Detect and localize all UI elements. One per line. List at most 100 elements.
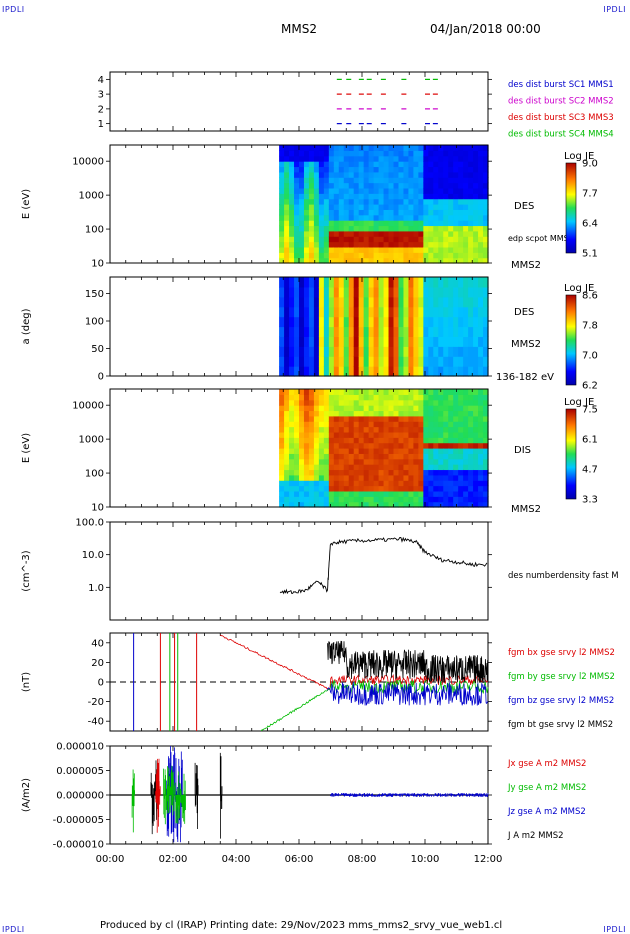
des_pad-cell [463, 346, 469, 357]
dis_spec-cell [373, 415, 380, 422]
des_spec-cell [313, 246, 320, 253]
des_spec-cell [373, 204, 380, 210]
dis_spec-cell [333, 415, 340, 422]
dis_spec-cell [423, 442, 429, 449]
dis_spec-cell [383, 442, 390, 449]
des_spec-cell [408, 246, 414, 253]
des_spec-cell [393, 182, 400, 189]
dis_spec-cell [443, 453, 449, 460]
dis_spec-cell [294, 410, 300, 417]
des_spec-cell [323, 246, 330, 253]
des_spec-cell [448, 220, 454, 227]
des_spec-cell [279, 150, 285, 157]
des_pad-cell [284, 286, 290, 298]
dis_spec-cell [393, 410, 400, 417]
des_spec-cell [378, 230, 385, 237]
dis_spec-cell [318, 415, 325, 422]
des_pad-cell [373, 336, 380, 347]
des_spec-cell [383, 155, 390, 162]
dis_spec-cell [483, 442, 489, 449]
burst-legend-entry: des dist burst SC1 MMS1 [508, 80, 614, 90]
dis_spec-cell [303, 437, 310, 444]
des_spec-cell [473, 161, 479, 168]
des_spec-cell [483, 230, 489, 237]
des_spec-label: DES [514, 201, 534, 212]
dis_spec-cell [473, 431, 479, 438]
dis_spec-cell [308, 490, 315, 497]
des_spec-cell [333, 204, 340, 210]
des_pad-cell [363, 296, 370, 308]
des_pad-cell [284, 296, 290, 308]
dis_spec-cell [418, 394, 424, 401]
des_pad-cell [463, 306, 469, 318]
des_spec-cell [478, 182, 484, 189]
dis_spec-cell [343, 485, 350, 492]
dis_spec-cell [368, 469, 375, 476]
des_spec-cell [318, 225, 325, 232]
dis_spec-cell [453, 453, 459, 460]
des_spec-cell [463, 155, 469, 162]
des_spec-cell [338, 150, 345, 157]
des_pad-cell [413, 316, 419, 328]
des_pad-cell [418, 346, 424, 357]
des_spec-cell [453, 150, 459, 157]
des_spec-cell [353, 187, 360, 194]
dis_spec-cell [318, 442, 325, 449]
des_pad-cell [398, 316, 405, 328]
des_spec-cell [458, 225, 464, 232]
dis_spec-cell [438, 453, 444, 460]
dis_spec-cell [383, 464, 390, 471]
des_pad-cell [328, 336, 335, 347]
des_spec-cell [388, 166, 395, 173]
des_spec-cell [438, 198, 444, 205]
dis_spec-cell [383, 394, 390, 401]
des_spec-cell [313, 236, 320, 243]
des_spec-cell [463, 230, 469, 237]
dis_spec-cell [393, 431, 400, 438]
des_pad-cell [443, 366, 449, 377]
dis_spec-cell [294, 496, 300, 503]
dis_spec-cell [478, 410, 484, 417]
des_spec-cell [368, 225, 375, 232]
des_pad-cell [423, 366, 429, 377]
dis_spec-cell [318, 480, 325, 487]
dis_spec-cell [383, 421, 390, 428]
dis_spec-cell [313, 426, 320, 433]
des_pad-cell [289, 366, 295, 377]
dis_spec-cell [458, 437, 464, 444]
dis_spec-cell [473, 480, 479, 487]
dis_spec-cell [393, 485, 400, 492]
des_spec-cell [299, 198, 305, 205]
des_spec-cell [458, 171, 464, 178]
des_spec-cell [468, 209, 474, 216]
dis_spec-cell [413, 469, 419, 476]
dis_spec-cell [308, 394, 315, 401]
dis_spec-cell [458, 469, 464, 476]
des_spec-cell [358, 236, 365, 243]
des_spec-cell [333, 220, 340, 227]
dis_spec-cell [398, 394, 405, 401]
dis_spec-cell [458, 442, 464, 449]
bfield-ytick-label: 40 [91, 638, 104, 649]
des_spec-cell [433, 225, 439, 232]
des_pad-cell [483, 326, 489, 337]
dis_spec-cell [299, 399, 305, 406]
des_spec-cell [363, 214, 370, 221]
des_pad-cell [413, 336, 419, 347]
dis_spec-cell [363, 490, 370, 497]
dis_spec-cell [388, 469, 395, 476]
des_spec-cell [348, 145, 355, 151]
dis_spec-cell [418, 453, 424, 460]
des_spec-cell [284, 182, 290, 189]
des_spec-cell [348, 177, 355, 184]
des_pad-cell [378, 277, 385, 288]
dis_spec-cell [443, 501, 449, 508]
des_spec-cell [478, 220, 484, 227]
des_pad-cell [343, 277, 350, 288]
dis_spec-cell [403, 458, 410, 465]
dis_spec-cell [323, 426, 330, 433]
dis_spec-cell [453, 442, 459, 449]
dis_spec-cell [308, 442, 315, 449]
des_spec-cell [393, 236, 400, 243]
des_spec-cell [284, 252, 290, 259]
